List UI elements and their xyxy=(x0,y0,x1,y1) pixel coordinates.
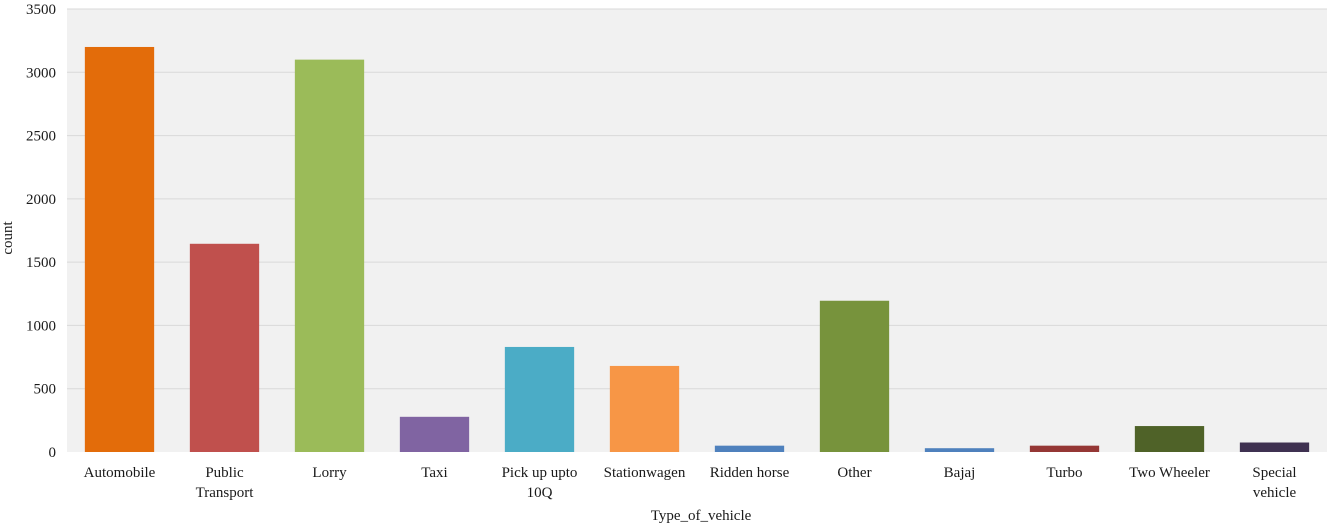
bar-bajaj xyxy=(924,448,995,452)
x-tick-label: Automobile xyxy=(84,465,156,481)
y-tick-label: 500 xyxy=(34,382,57,398)
gridlines xyxy=(67,8,1327,390)
x-tick-label: Taxi xyxy=(421,465,447,481)
y-tick-label: 3000 xyxy=(26,65,56,81)
y-tick-labels: 0 500 1000 1500 2000 2500 3000 3500 xyxy=(26,2,56,461)
bar-lorry xyxy=(294,59,365,452)
x-tick-label: Ridden horse xyxy=(710,465,790,481)
x-axis-title: Type_of_vehicle xyxy=(651,508,752,524)
y-axis-title: count xyxy=(0,221,16,255)
bar-stationwagen xyxy=(609,365,680,452)
bar-pick-up-upto-10q xyxy=(504,346,575,452)
x-tick-label: Two Wheeler xyxy=(1129,465,1210,481)
x-tick-label: Special vehicle xyxy=(1252,465,1296,501)
bar-other xyxy=(819,300,890,452)
bar-two-wheeler xyxy=(1134,426,1205,452)
y-tick-label: 1000 xyxy=(26,318,56,334)
plot-background xyxy=(67,9,1327,452)
bar-taxi xyxy=(399,416,470,452)
bar-turbo xyxy=(1029,445,1100,452)
x-tick-label: Other xyxy=(837,465,871,481)
y-tick-label: 2500 xyxy=(26,129,56,145)
bar-ridden-horse xyxy=(714,445,785,452)
y-tick-label: 3500 xyxy=(26,2,56,18)
x-tick-label: Bajaj xyxy=(944,465,976,481)
y-tick-label: 0 xyxy=(49,445,57,461)
bar-automobile xyxy=(84,46,155,452)
y-tick-label: 2000 xyxy=(26,192,56,208)
bars xyxy=(84,46,1310,452)
y-tick-label: 1500 xyxy=(26,255,56,271)
x-tick-label: Stationwagen xyxy=(604,465,686,481)
x-tick-label: Pick up upto 10Q xyxy=(502,465,578,501)
x-tick-label: Public Transport xyxy=(196,465,255,501)
x-tick-labels: Automobile Public Transport Lorry Taxi Pick u… xyxy=(84,465,1297,501)
x-tick-label: Lorry xyxy=(312,465,347,481)
bar-public-transport xyxy=(189,243,260,452)
bar-special-vehicle xyxy=(1239,442,1310,452)
x-tick-label: Turbo xyxy=(1046,465,1082,481)
